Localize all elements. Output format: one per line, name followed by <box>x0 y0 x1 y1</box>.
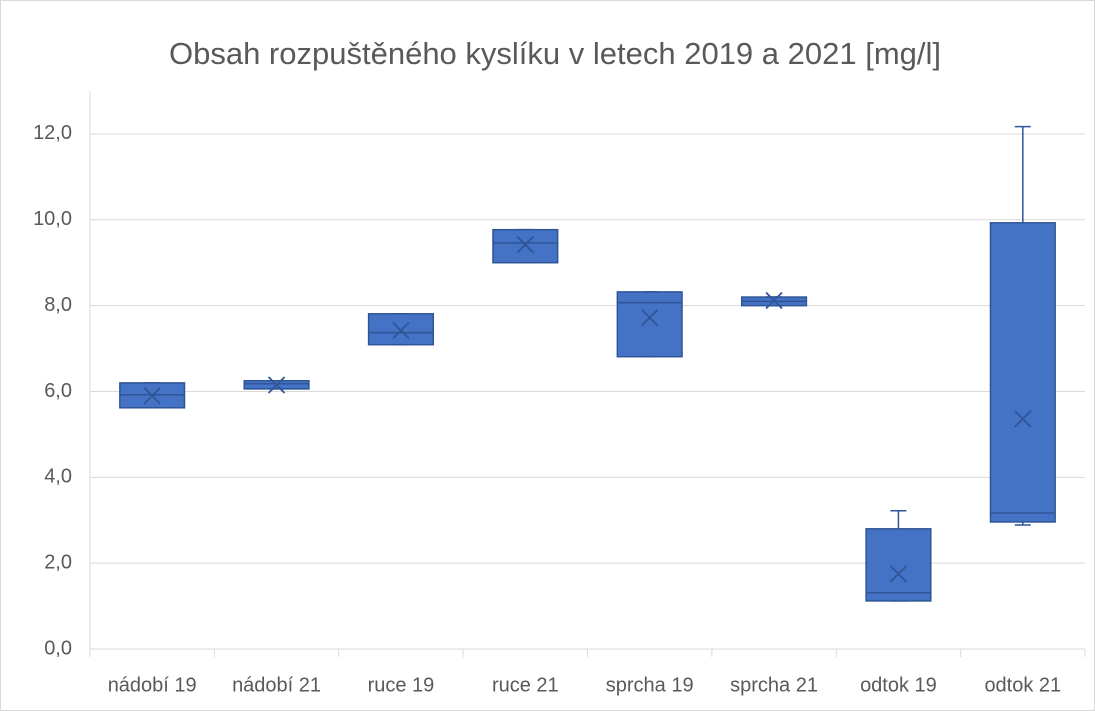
chart-title: Obsah rozpuštěného kyslíku v letech 2019… <box>169 36 941 71</box>
x-tick-label: ruce 21 <box>492 674 559 696</box>
box <box>367 313 435 346</box>
y-tick-label: 8,0 <box>44 294 72 316</box>
x-tick-label: nádobí 19 <box>108 674 197 696</box>
mean-marker <box>516 236 534 254</box>
x-tick-label: odtok 19 <box>860 674 937 696</box>
box <box>989 222 1056 523</box>
y-tick-label: 10,0 <box>33 208 72 230</box>
y-tick-label: 4,0 <box>44 466 72 488</box>
mean-marker <box>889 565 908 583</box>
mean-marker <box>641 309 659 327</box>
x-tick-label: sprcha 19 <box>606 674 694 696</box>
box <box>616 291 683 358</box>
x-tick-label: sprcha 21 <box>730 674 818 696</box>
x-tick-label: nádobí 21 <box>232 674 321 696</box>
mean-marker <box>1014 410 1032 428</box>
box <box>865 528 932 602</box>
x-tick-label: odtok 21 <box>984 674 1061 696</box>
mean-marker <box>765 291 783 310</box>
mean-marker <box>267 376 286 394</box>
y-tick-label: 2,0 <box>44 551 72 573</box>
box <box>492 228 559 264</box>
y-tick-label: 0,0 <box>44 637 72 659</box>
y-tick-label: 12,0 <box>33 122 72 144</box>
mean-marker <box>392 321 410 340</box>
y-tick-label: 6,0 <box>44 380 72 402</box>
x-tick-label: ruce 19 <box>368 674 435 696</box>
mean-marker <box>143 387 161 405</box>
